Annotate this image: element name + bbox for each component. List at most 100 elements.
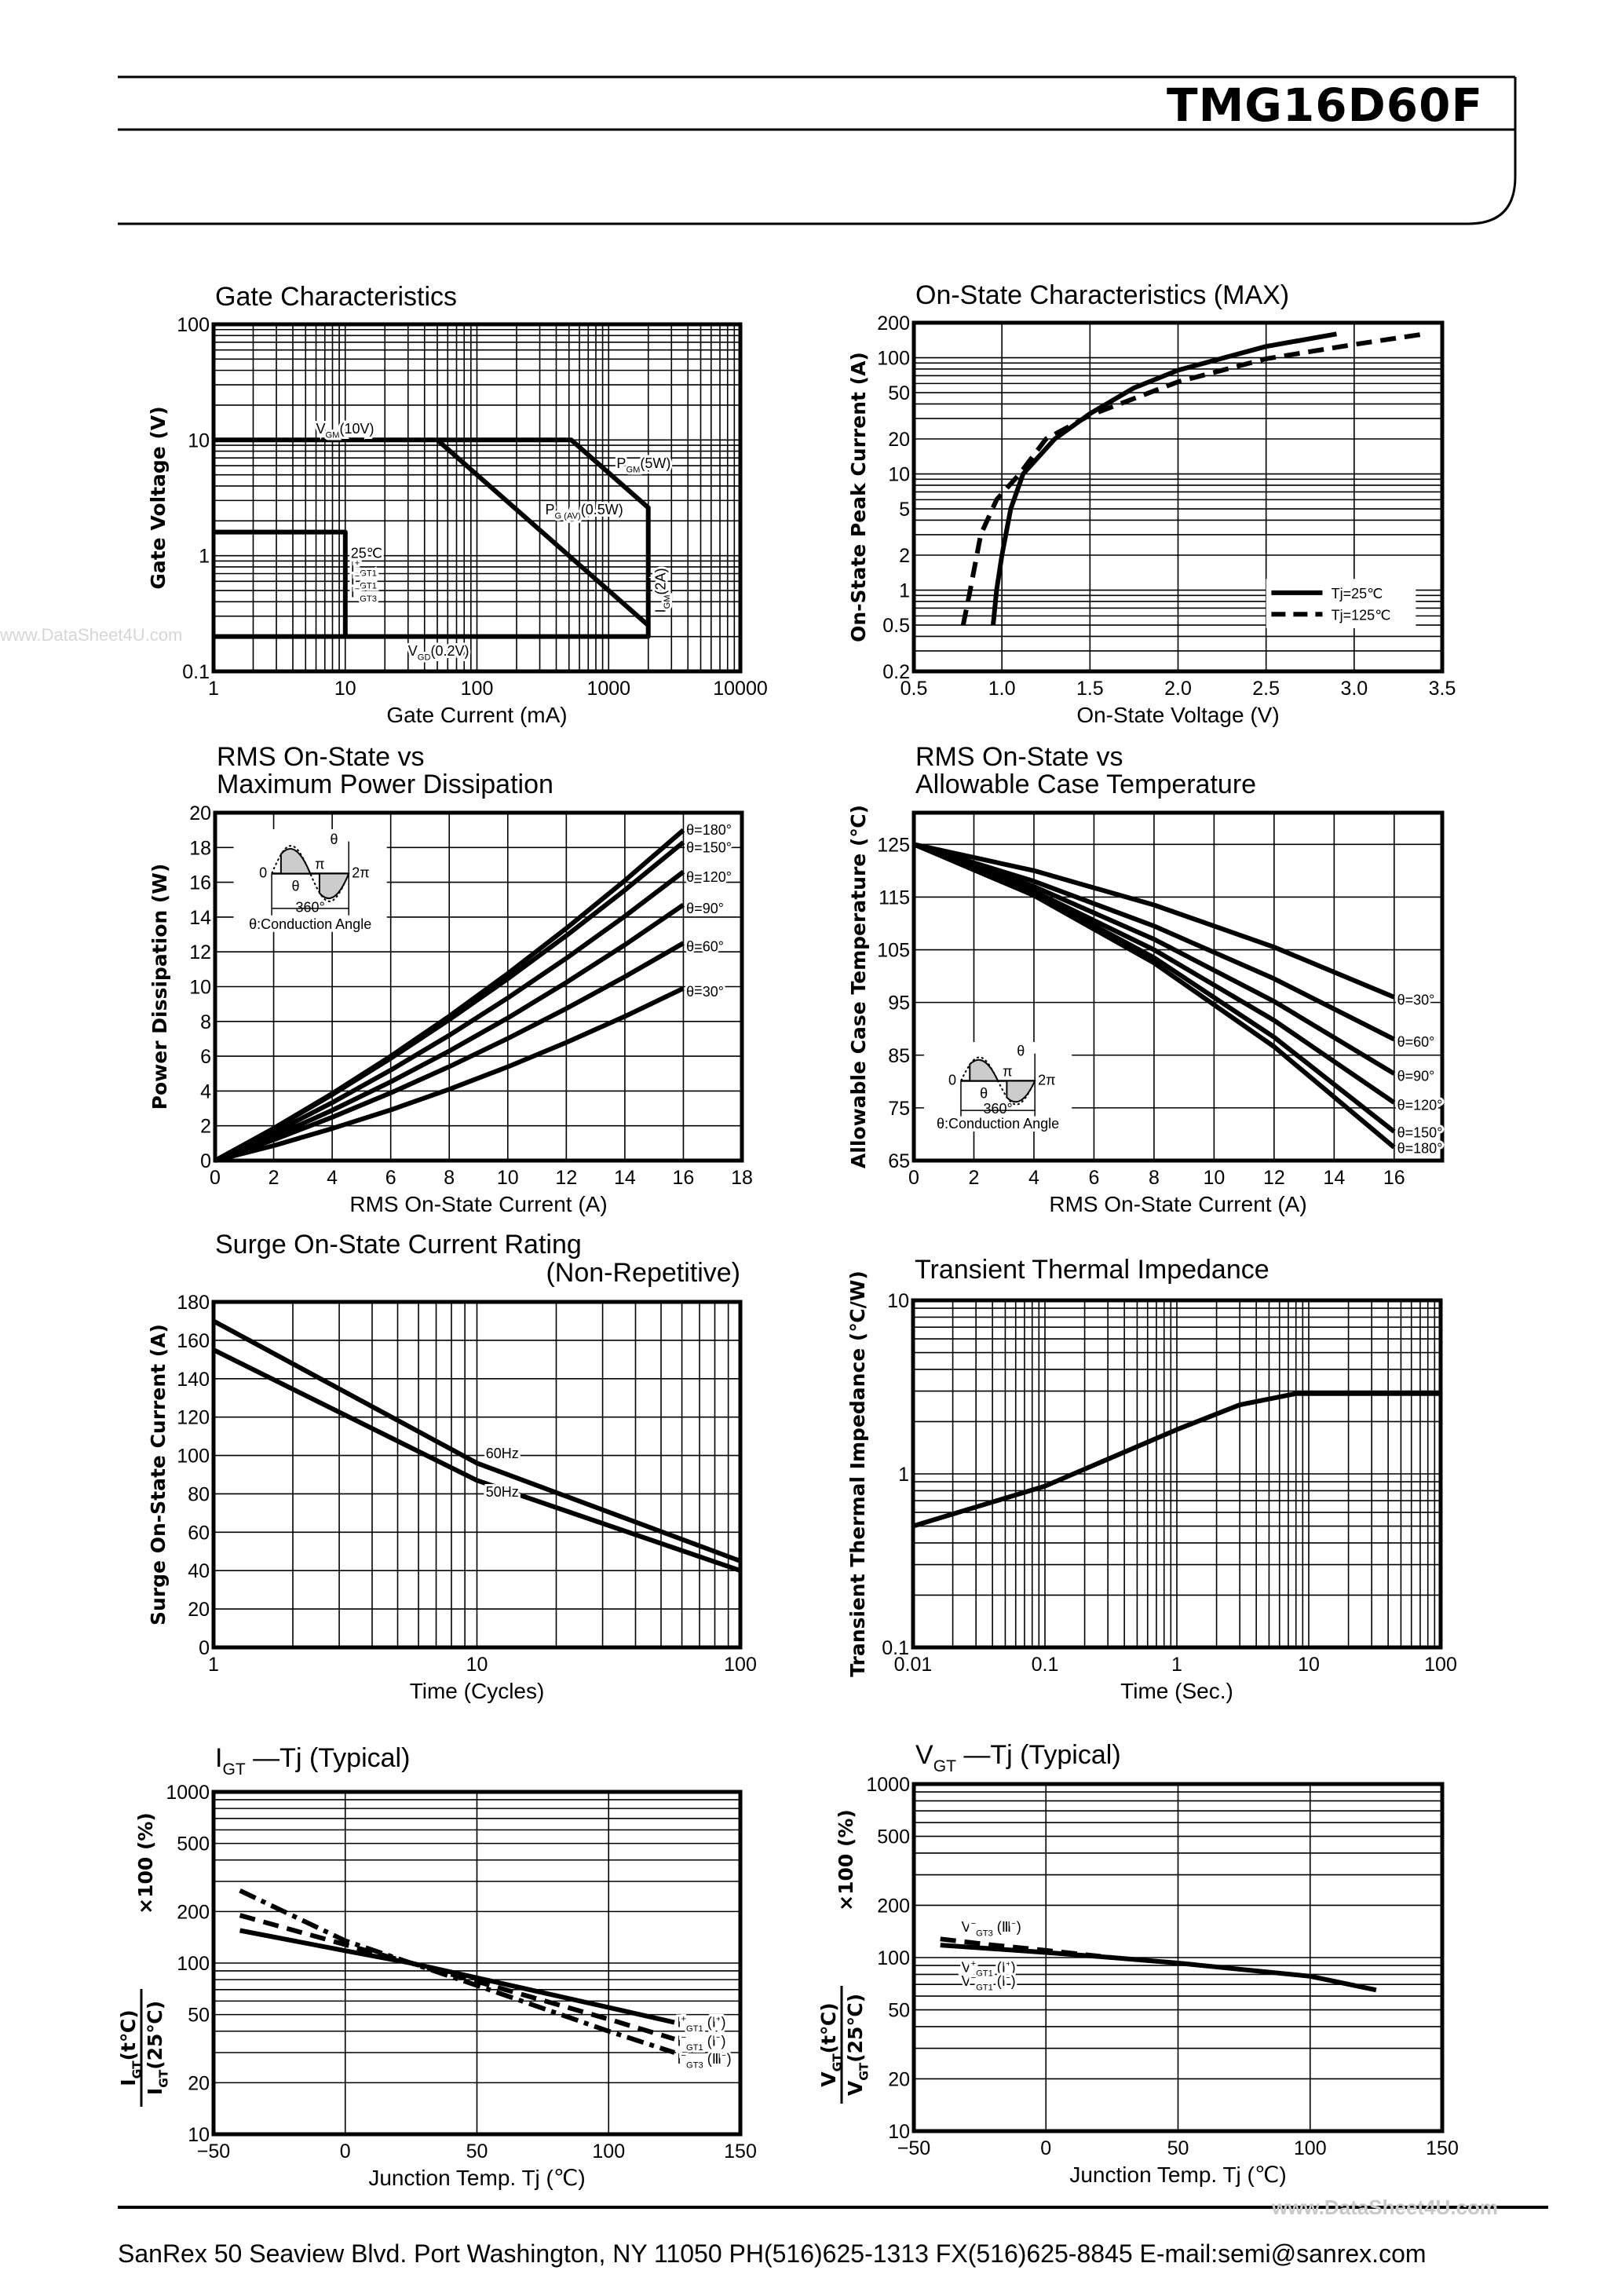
y-tick-label: 14: [189, 907, 211, 929]
inset-label-theta: θ: [292, 879, 300, 894]
series-line: [214, 840, 685, 1163]
y-tick-label: 500: [877, 1826, 910, 1848]
y-tick-label: 1: [199, 546, 210, 568]
series-line: [214, 902, 685, 1163]
x-tick-label: 0: [908, 1167, 919, 1189]
y-tick-label: 85: [888, 1045, 910, 1067]
y-tick-label: 20: [188, 1599, 210, 1621]
x-tick-label: 12: [555, 1167, 577, 1189]
inset-background: [923, 1042, 1072, 1132]
x-tick-label: 14: [1323, 1167, 1345, 1189]
x-tick-label: 100: [724, 1654, 757, 1676]
x-axis-label: Time (Cycles): [410, 1679, 545, 1703]
x-tick-label: 10: [334, 678, 356, 700]
plot-frame: [911, 320, 1445, 674]
x-tick-label: 10: [1298, 1654, 1320, 1676]
annotation-label: PGM(5W): [616, 455, 670, 474]
x-tick-label: −50: [197, 2141, 230, 2163]
legend-label: Tj=125℃: [1332, 607, 1391, 623]
chart-title: On-State Characteristics (MAX): [915, 280, 1289, 310]
x-tick-label: 1: [208, 678, 219, 700]
chart-title: Gate Characteristics: [215, 282, 457, 312]
chart-title-line: RMS On-State vs: [217, 742, 425, 772]
series-line: [912, 842, 1396, 1150]
y-tick-label: 50: [188, 2005, 210, 2027]
y-tick-label: 0.1: [882, 1637, 909, 1659]
y-tick-label: 120: [177, 1407, 210, 1429]
y-tick-label: 180: [177, 1292, 210, 1314]
inset-label-pi: π: [1003, 1064, 1012, 1080]
y-tick-label: 100: [177, 314, 210, 336]
annotation-label: I+GT1 (Ⅰ+): [677, 2014, 725, 2034]
x-tick-label: 0.5: [901, 678, 928, 700]
series-line: [436, 438, 650, 627]
chart-title-line: Allowable Case Temperature: [915, 770, 1256, 799]
annotation-label: V+GT1 (Ⅰ+): [962, 1959, 1016, 1979]
footer-address: SanRex 50 Seaview Blvd. Port Washington,…: [118, 2239, 1427, 2268]
x-axis-label: RMS On-State Current (A): [1049, 1192, 1306, 1216]
annotation-label: θ=30°: [1397, 992, 1435, 1007]
y-axis-label: IGT(t℃)IGT(25℃) ×100 (%): [117, 1812, 171, 2107]
y-axis-label: On-State Peak Current (A): [847, 352, 870, 642]
y-tick-label: 500: [177, 1834, 210, 1855]
inset-label-pi: π: [315, 857, 324, 872]
annotation-label: θ=60°: [1397, 1034, 1435, 1050]
y-tick-label: 125: [877, 834, 910, 856]
y-tick-label: 10: [887, 1290, 909, 1312]
x-tick-label: 16: [1383, 1167, 1405, 1189]
x-tick-label: 10: [1203, 1167, 1225, 1189]
watermark-left: www.DataSheet4U.com: [0, 625, 183, 645]
annotation-label: VGM(10V): [316, 421, 374, 440]
x-tick-label: 0: [340, 2141, 351, 2163]
x-tick-label: 100: [1294, 2137, 1327, 2159]
plot-frame: [911, 810, 1445, 1163]
annotation-label: θ=30°: [686, 984, 724, 1000]
x-tick-label: 1: [1171, 1654, 1182, 1676]
series-line: [239, 1913, 675, 2042]
y-tick-label: 5: [899, 499, 910, 521]
series-line: [212, 1318, 742, 1563]
y-label-suffix: ×100 (%): [835, 1809, 857, 1911]
grid: [913, 1784, 1443, 2131]
chart-vgt-vs-tj: −50 0 50 100 150 10 20 50 100 200 500 1000 Junction …: [817, 1740, 1459, 2187]
x-axis-label: On-State Voltage (V): [1076, 703, 1279, 727]
legend-background: [1266, 579, 1416, 629]
y-tick-label: 10: [189, 977, 211, 999]
plot-frame: [211, 322, 743, 674]
hatched-area-positive: [969, 1058, 999, 1082]
y-tick-label: 160: [177, 1330, 210, 1352]
y-tick-label: 50: [888, 2000, 910, 2022]
y-tick-label: 10: [188, 430, 210, 452]
y-axis-label: VGT(t℃)VGT(25℃) ×100 (%): [817, 1809, 871, 2104]
annotation-label: 50Hz: [486, 1484, 519, 1500]
y-label-suffix: ×100 (%): [134, 1812, 157, 1914]
plot-frame: [213, 810, 744, 1163]
part-number-title: TMG16D60F: [1167, 79, 1484, 132]
x-tick-label: 12: [1263, 1167, 1285, 1189]
legend: Tj=25℃ Tj=125℃: [1266, 579, 1416, 629]
series-line: [214, 941, 685, 1163]
x-tick-label: 0.1: [1032, 1654, 1059, 1676]
legend-label: Tj=25℃: [1332, 586, 1383, 601]
hatched-area-positive: [279, 848, 312, 875]
x-tick-label: 2: [969, 1167, 980, 1189]
series-line: [940, 1936, 1112, 1960]
x-axis-label: Time (Sec.): [1120, 1679, 1233, 1703]
y-tick-label: 75: [888, 1098, 910, 1120]
y-tick-label: 20: [188, 2072, 210, 2094]
annotation-label: IGM(2A): [653, 568, 672, 612]
y-tick-label: 65: [888, 1150, 910, 1172]
annotation-label: I−GT1 (Ⅰ−): [677, 2033, 725, 2053]
y-tick-label: 1000: [866, 1774, 910, 1796]
chart-title-line: (Non-Repetitive): [546, 1258, 740, 1288]
conduction-angle-inset: 0 π 2π θ θ 360°θ:Conduction Angle: [233, 829, 387, 932]
y-tick-label: 0: [199, 1637, 210, 1659]
annotation-label: I−GT3: [351, 584, 377, 604]
y-tick-label: 1: [899, 580, 910, 602]
series-line: [991, 331, 1337, 626]
x-tick-label: 150: [724, 2141, 757, 2163]
annotation-label: PG (AV)(0.5W): [545, 502, 623, 521]
x-tick-label: 0.01: [894, 1654, 933, 1676]
y-tick-label: 115: [879, 887, 910, 909]
